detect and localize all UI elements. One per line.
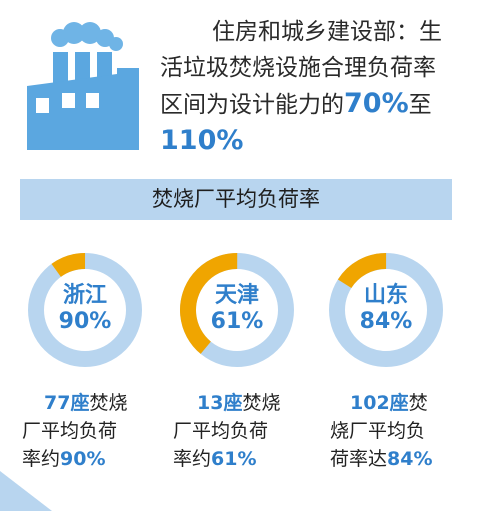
plant-count: 13 — [197, 392, 224, 414]
stat-text: 厂平均负荷 — [22, 420, 118, 442]
stat-zhejiang: 77座焚烧 厂平均负荷 率约90% — [22, 389, 160, 473]
ring-card-shandong: 山东 84% — [321, 245, 451, 375]
headline: 住房和城乡建设部：生 活垃圾焚烧设施合理负荷率 区间为设计能力的70%至 110… — [160, 14, 470, 159]
stat-text: 焚烧 — [242, 392, 281, 414]
stat-text: 烧厂平均负 — [330, 420, 426, 442]
ring-card-tianjin: 天津 61% — [172, 245, 302, 375]
ring-rate-label: 61% — [210, 309, 264, 334]
plant-count: 77 — [44, 392, 71, 414]
headline-line-3-suffix: 至 — [408, 92, 432, 118]
load-ring-shandong — [329, 253, 443, 367]
load-ring-tianjin — [180, 253, 294, 367]
headline-line-3-text: 区间为设计能力的 — [160, 92, 344, 118]
stat-tianjin: 13座焚烧 厂平均负荷 率约61% — [173, 389, 311, 473]
section-banner: 焚烧厂平均负荷率 — [20, 179, 452, 220]
ring-rate-label: 84% — [359, 309, 413, 334]
ring-load-arc — [329, 253, 443, 367]
corner-decoration — [0, 471, 52, 511]
stat-rate: 90% — [60, 448, 106, 470]
plant-unit: 座 — [70, 392, 90, 414]
stat-rate: 84% — [387, 448, 433, 470]
plant-unit: 座 — [223, 392, 243, 414]
headline-line-2: 活垃圾焚烧设施合理负荷率 — [160, 55, 436, 81]
headline-upper-bound: 110% — [160, 125, 244, 156]
stat-shandong: 102座焚 烧厂平均负 荷率达84% — [330, 389, 468, 473]
stat-text: 焚 — [408, 392, 428, 414]
plant-count: 102 — [350, 392, 390, 414]
ring-province-name: 浙江 — [62, 283, 107, 308]
load-ring-zhejiang — [28, 253, 142, 367]
ring-province-name: 山东 — [363, 283, 408, 308]
ring-load-arc — [28, 253, 142, 367]
headline-line-1: 住房和城乡建设部：生 — [212, 19, 442, 45]
plant-unit: 座 — [389, 392, 409, 414]
stat-text: 厂平均负荷 — [173, 420, 269, 442]
stat-text: 荷率达 — [330, 448, 388, 470]
stat-rate: 61% — [211, 448, 257, 470]
ring-rate-label: 90% — [58, 309, 112, 334]
ring-card-zhejiang: 浙江 90% — [20, 245, 150, 375]
stat-text: 率约 — [173, 448, 212, 470]
headline-lower-bound: 70% — [344, 88, 409, 119]
headline-line-3: 区间为设计能力的70%至 — [160, 86, 470, 123]
ring-province-name: 天津 — [214, 283, 259, 308]
stat-text: 焚烧 — [89, 392, 128, 414]
stat-text: 率约 — [22, 448, 61, 470]
factory-icon — [22, 20, 142, 152]
